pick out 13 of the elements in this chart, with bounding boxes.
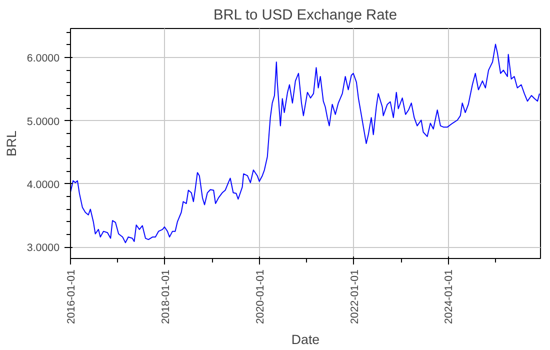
chart-title: BRL to USD Exchange Rate (213, 8, 398, 24)
line-series (70, 44, 540, 244)
y-tick-label: 6.0000 (26, 52, 60, 65)
x-tick-label: 2022-01-01 (348, 269, 361, 324)
y-tick-label: 4.0000 (26, 178, 60, 191)
x-tick-label: 2024-01-01 (443, 269, 456, 324)
x-axis-title: Date (291, 332, 320, 348)
y-tick-label: 3.0000 (26, 242, 60, 254)
y-axis-title: BRL (4, 130, 19, 156)
x-tick-label: 2020-01-01 (254, 269, 266, 324)
x-tick-label: 2018-01-01 (160, 269, 172, 324)
y-tick-label: 5.0000 (26, 116, 60, 128)
x-tick-label: 2016-01-01 (66, 269, 78, 324)
